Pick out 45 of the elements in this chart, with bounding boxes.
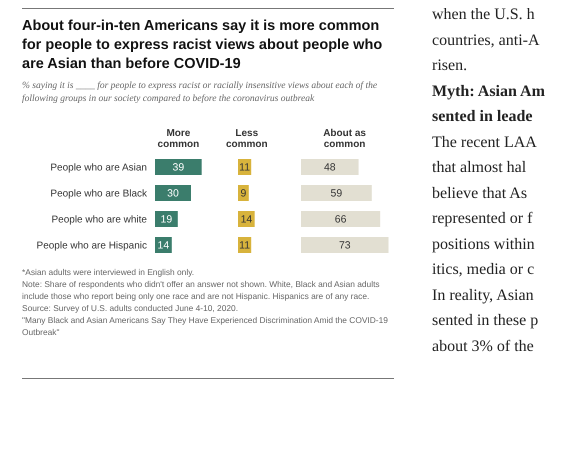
text: *Asian adults were interviewed in English only. xyxy=(22,266,196,278)
text: that almost hal xyxy=(432,158,528,178)
data-label: 19 xyxy=(160,214,172,226)
y-tick-label: People who are Black xyxy=(50,188,147,200)
text: about 3% of the xyxy=(432,336,535,356)
text: positions within xyxy=(432,234,536,254)
data-label: 48 xyxy=(324,162,336,174)
data-label: 14 xyxy=(240,214,253,226)
bar xyxy=(300,237,388,253)
data-label: 9 xyxy=(240,188,247,200)
bar xyxy=(155,159,202,175)
series-label: Less common xyxy=(224,128,269,150)
data-label: 11 xyxy=(240,240,251,252)
text: sented in leade xyxy=(432,107,534,127)
bar xyxy=(300,185,372,201)
bar xyxy=(300,159,358,175)
text: represented or f xyxy=(432,209,534,229)
text: sented in these p xyxy=(432,311,540,331)
bar xyxy=(155,185,191,201)
data-label: 59 xyxy=(330,188,342,200)
text: The recent LAA xyxy=(432,132,538,152)
text: Note: Share of respondents who didn't offer an answer not shown. White, Black and Asian adults include those who report being only one race and are not Hispanic. Hispanics are of any race. xyxy=(22,278,381,302)
text: itics, media or c xyxy=(432,260,536,280)
data-label: 11 xyxy=(240,162,251,174)
text: when the U.S. h xyxy=(432,7,536,25)
text: countries, anti-A xyxy=(432,30,541,50)
source-note: Source: Survey of U.S. adults conducted June 4-10, 2020. xyxy=(22,302,240,314)
data-label: 30 xyxy=(167,188,179,200)
series-label: About as common xyxy=(322,128,367,150)
bar xyxy=(300,211,380,227)
chart-title: About four-in-ten Americans say it is more common for people to express racist views about people who are Asian than before COVID-19 xyxy=(22,17,384,74)
series-label: More common xyxy=(156,128,200,150)
chart-subtitle: % saying it is ____ for people to express racist or racially insensitive views about each of the following groups in our society compared to before the coronavirus outbreak xyxy=(22,80,378,106)
y-tick-label: People who are Asian xyxy=(50,162,147,174)
y-tick-label: People who are white xyxy=(52,214,148,226)
text: Myth: Asian Am xyxy=(432,82,546,102)
text: believe that As xyxy=(432,184,528,204)
data-label: 14 xyxy=(158,240,170,252)
data-label: 66 xyxy=(334,214,346,226)
data-label: 73 xyxy=(338,240,351,252)
text: risen. xyxy=(432,56,468,76)
y-tick-label: People who are Hispanic xyxy=(36,240,147,252)
text: "Many Black and Asian Americans Say They Have Experienced Discrimination Amid the COVID-19 Outbreak" xyxy=(22,314,389,338)
data-label: 39 xyxy=(172,162,184,174)
text: In reality, Asian xyxy=(432,286,535,306)
